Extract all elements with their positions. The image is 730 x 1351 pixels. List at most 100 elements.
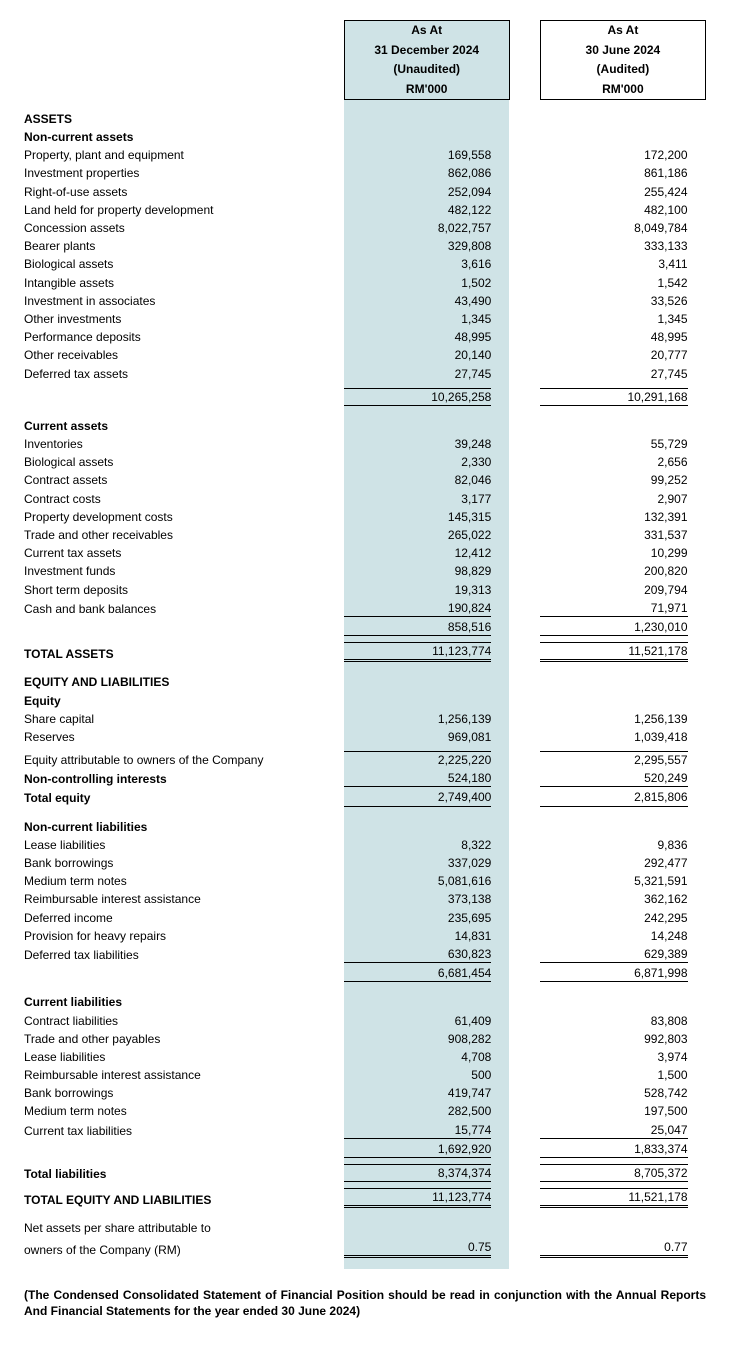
row-value-col1: 2,330 xyxy=(344,453,509,471)
row-label: Investment properties xyxy=(24,164,344,182)
row-label: Current tax liabilities xyxy=(24,1121,344,1140)
col2-header-l1: As At xyxy=(540,21,705,41)
row-value-col1: 39,248 xyxy=(344,435,509,453)
row-value-col2: 1,345 xyxy=(540,310,705,328)
row-value-col2: 83,808 xyxy=(540,1012,705,1030)
row-value-col2: 2,815,806 xyxy=(540,788,705,807)
row-value-col1: 11,123,774 xyxy=(344,641,509,663)
row-value-col1: 145,315 xyxy=(344,508,509,526)
col1-header-l4: RM'000 xyxy=(344,80,509,100)
row-label: Equity xyxy=(24,692,344,710)
row-value-col2: 1,230,010 xyxy=(540,618,705,637)
row-label: Concession assets xyxy=(24,219,344,237)
row-value-col2: 861,186 xyxy=(540,164,705,182)
row-value-col1: 419,747 xyxy=(344,1084,509,1102)
row-value-col2 xyxy=(540,1219,705,1237)
row-label: Investment in associates xyxy=(24,292,344,310)
row-label: Reserves xyxy=(24,728,344,746)
row-label: TOTAL ASSETS xyxy=(24,641,344,663)
row-value-col2: 10,299 xyxy=(540,544,705,562)
row-value-col1: 2,225,220 xyxy=(344,750,509,769)
row-value-col1: 14,831 xyxy=(344,927,509,945)
row-value-col1: 190,824 xyxy=(344,599,509,618)
row-label: Lease liabilities xyxy=(24,836,344,854)
row-value-col2: 333,133 xyxy=(540,237,705,255)
row-label: Bank borrowings xyxy=(24,854,344,872)
row-value-col1: 4,708 xyxy=(344,1048,509,1066)
row-value-col1: 20,140 xyxy=(344,346,509,364)
balance-sheet-table: As At As At 31 December 2024 30 June 202… xyxy=(24,20,706,1269)
row-label: EQUITY AND LIABILITIES xyxy=(24,673,344,691)
row-value-col1: 8,322 xyxy=(344,836,509,854)
row-value-col2: 6,871,998 xyxy=(540,964,705,983)
row-value-col2: 197,500 xyxy=(540,1102,705,1120)
row-value-col1: 1,256,139 xyxy=(344,710,509,728)
row-value-col2: 172,200 xyxy=(540,146,705,164)
row-value-col1: 8,374,374 xyxy=(344,1163,509,1183)
row-label: Trade and other receivables xyxy=(24,526,344,544)
row-label: Share capital xyxy=(24,710,344,728)
row-value-col1: 98,829 xyxy=(344,562,509,580)
row-value-col1 xyxy=(344,417,509,435)
row-value-col2: 1,256,139 xyxy=(540,710,705,728)
row-label: Trade and other payables xyxy=(24,1030,344,1048)
row-value-col1: 482,122 xyxy=(344,201,509,219)
row-value-col2 xyxy=(540,417,705,435)
row-value-col2: 33,526 xyxy=(540,292,705,310)
row-label: Current assets xyxy=(24,417,344,435)
row-value-col1: 5,081,616 xyxy=(344,872,509,890)
row-value-col1: 500 xyxy=(344,1066,509,1084)
row-value-col2: 71,971 xyxy=(540,599,705,618)
row-value-col1: 3,177 xyxy=(344,490,509,508)
row-value-col2: 292,477 xyxy=(540,854,705,872)
row-value-col2 xyxy=(540,128,705,146)
col2-header-l2: 30 June 2024 xyxy=(540,41,705,61)
row-value-col1: 252,094 xyxy=(344,183,509,201)
row-value-col2: 8,705,372 xyxy=(540,1163,705,1183)
row-label xyxy=(24,964,344,983)
row-label: Property development costs xyxy=(24,508,344,526)
row-value-col2: 14,248 xyxy=(540,927,705,945)
row-label: Current liabilities xyxy=(24,993,344,1011)
row-value-col2: 242,295 xyxy=(540,909,705,927)
col1-header-l1: As At xyxy=(344,21,509,41)
row-value-col2: 209,794 xyxy=(540,581,705,599)
row-label: Reimbursable interest assistance xyxy=(24,890,344,908)
row-value-col1: 337,029 xyxy=(344,854,509,872)
row-label: Other investments xyxy=(24,310,344,328)
row-value-col1: 235,695 xyxy=(344,909,509,927)
row-label: Right-of-use assets xyxy=(24,183,344,201)
row-label: Non-current assets xyxy=(24,128,344,146)
row-value-col1: 61,409 xyxy=(344,1012,509,1030)
col2-header-l4: RM'000 xyxy=(540,80,705,100)
row-label: Total equity xyxy=(24,788,344,807)
row-value-col1 xyxy=(344,673,509,691)
col1-header-l3: (Unaudited) xyxy=(344,60,509,80)
col1-header-l2: 31 December 2024 xyxy=(344,41,509,61)
row-value-col1: 12,412 xyxy=(344,544,509,562)
row-value-col2: 200,820 xyxy=(540,562,705,580)
row-label: Contract assets xyxy=(24,471,344,489)
row-value-col2: 27,745 xyxy=(540,365,705,383)
row-value-col1: 15,774 xyxy=(344,1121,509,1140)
row-value-col1: 282,500 xyxy=(344,1102,509,1120)
row-label: Property, plant and equipment xyxy=(24,146,344,164)
row-label: Medium term notes xyxy=(24,872,344,890)
row-value-col1 xyxy=(344,993,509,1011)
row-value-col2: 9,836 xyxy=(540,836,705,854)
row-value-col1 xyxy=(344,818,509,836)
row-value-col1 xyxy=(344,128,509,146)
row-value-col1: 169,558 xyxy=(344,146,509,164)
footnote-text: (The Condensed Consolidated Statement of… xyxy=(24,1287,706,1319)
row-value-col2: 11,521,178 xyxy=(540,1187,705,1209)
row-value-col2 xyxy=(540,692,705,710)
row-value-col2: 10,291,168 xyxy=(540,387,705,407)
row-value-col2 xyxy=(540,993,705,1011)
row-value-col2: 255,424 xyxy=(540,183,705,201)
row-label xyxy=(24,1140,344,1159)
row-label xyxy=(24,387,344,407)
col2-header-l3: (Audited) xyxy=(540,60,705,80)
row-value-col2: 3,411 xyxy=(540,255,705,273)
row-value-col2: 2,907 xyxy=(540,490,705,508)
row-value-col1: 908,282 xyxy=(344,1030,509,1048)
